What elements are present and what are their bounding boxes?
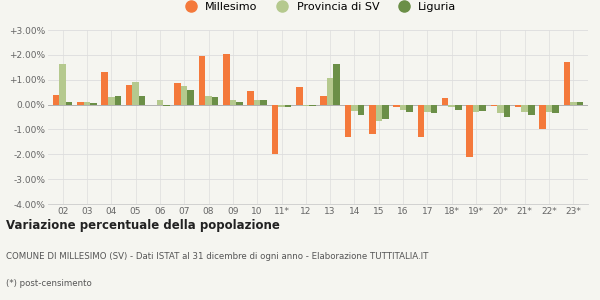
Bar <box>504 105 510 117</box>
Bar <box>369 105 376 134</box>
Bar <box>254 100 260 105</box>
Text: COMUNE DI MILLESIMO (SV) - Dati ISTAT al 31 dicembre di ogni anno - Elaborazione: COMUNE DI MILLESIMO (SV) - Dati ISTAT al… <box>6 252 428 261</box>
Bar <box>163 105 170 106</box>
Bar <box>563 62 570 105</box>
Bar <box>455 105 461 110</box>
Bar <box>546 105 553 112</box>
Bar <box>577 102 583 105</box>
Bar <box>497 105 504 113</box>
Bar <box>302 105 309 106</box>
Bar <box>406 105 413 112</box>
Bar <box>424 105 431 112</box>
Bar <box>491 105 497 106</box>
Bar <box>400 105 406 110</box>
Bar <box>205 96 212 105</box>
Bar <box>126 85 132 105</box>
Bar <box>376 105 382 121</box>
Bar <box>278 105 285 107</box>
Bar <box>230 100 236 105</box>
Bar <box>334 64 340 105</box>
Bar <box>320 96 327 105</box>
Bar <box>479 105 486 111</box>
Bar <box>181 86 187 105</box>
Bar <box>260 100 267 105</box>
Bar <box>212 97 218 105</box>
Bar <box>157 100 163 105</box>
Bar <box>53 94 59 105</box>
Bar <box>175 83 181 105</box>
Bar <box>448 105 455 107</box>
Bar <box>418 105 424 137</box>
Bar <box>344 105 351 137</box>
Bar <box>382 105 389 119</box>
Bar <box>553 105 559 113</box>
Bar <box>473 105 479 112</box>
Text: (*) post-censimento: (*) post-censimento <box>6 279 92 288</box>
Bar <box>285 105 292 107</box>
Bar <box>539 105 546 129</box>
Bar <box>351 105 358 111</box>
Bar <box>515 105 521 107</box>
Bar <box>521 105 528 112</box>
Bar <box>101 72 108 105</box>
Bar <box>358 105 364 115</box>
Bar <box>528 105 535 115</box>
Bar <box>296 87 302 105</box>
Bar <box>466 105 473 157</box>
Bar <box>393 105 400 107</box>
Bar <box>83 102 90 105</box>
Bar <box>247 91 254 105</box>
Bar <box>115 96 121 105</box>
Text: Variazione percentuale della popolazione: Variazione percentuale della popolazione <box>6 219 280 232</box>
Bar <box>431 105 437 113</box>
Bar <box>77 102 83 105</box>
Bar <box>66 102 73 105</box>
Bar <box>199 56 205 105</box>
Bar <box>327 79 334 105</box>
Bar <box>139 96 145 105</box>
Legend: Millesimo, Provincia di SV, Liguria: Millesimo, Provincia di SV, Liguria <box>175 0 461 16</box>
Bar <box>309 105 316 106</box>
Bar <box>223 54 230 105</box>
Bar <box>442 98 448 105</box>
Bar <box>272 105 278 154</box>
Bar <box>108 97 115 105</box>
Bar <box>59 64 66 105</box>
Bar <box>570 102 577 105</box>
Bar <box>236 102 243 105</box>
Bar <box>90 103 97 105</box>
Bar <box>187 90 194 105</box>
Bar <box>132 82 139 105</box>
